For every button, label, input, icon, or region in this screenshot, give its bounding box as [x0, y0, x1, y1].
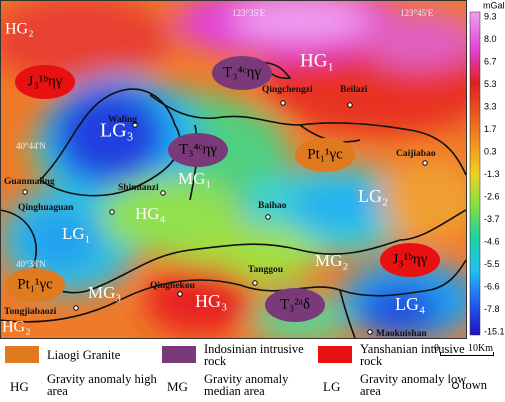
colorbar-tick-label: 6.7 — [484, 56, 497, 66]
region-label: LG₁ — [62, 224, 91, 243]
colorbar-tick-label: -5.5 — [484, 259, 500, 269]
legend-label: Gravity anomaly low area — [360, 372, 467, 398]
colorbar-unit: mGal — [483, 0, 505, 10]
colorbar-tick-label: 1.7 — [484, 124, 497, 134]
town-marker — [132, 122, 138, 128]
colorbar-tick-label: -15.1 — [484, 326, 505, 336]
scale-label: 10Km — [468, 343, 493, 354]
colorbar-tick-label: 3.3 — [484, 101, 497, 111]
legend-abbr: LG — [323, 379, 341, 394]
town-label: Tanggou — [248, 265, 284, 275]
region-label: MG₂ — [315, 251, 348, 270]
colorbar-tick-label: -6.6 — [484, 281, 500, 291]
rock-label: T₃⁴ᶜηγ — [179, 141, 217, 157]
region-label: HG₂ — [5, 21, 34, 38]
town-label: Waling — [108, 115, 137, 125]
colorbar-tick-label: -1.3 — [484, 169, 500, 179]
legend-label: Liaogi Granite — [47, 348, 121, 362]
colorbar-tick-label: 5.3 — [484, 79, 497, 89]
region-label: HG₂ — [2, 319, 31, 336]
rock-label: Pt₁¹γc — [307, 146, 343, 162]
legend-town-marker — [452, 382, 459, 389]
colorbar — [469, 11, 481, 336]
colorbar-tick-label: 0.3 — [484, 146, 497, 156]
colorbar-tick-label: -7.8 — [484, 304, 500, 314]
town-label: Guanmaling — [4, 177, 55, 187]
town-marker — [73, 305, 79, 311]
colorbar-tick-label: 9.3 — [484, 11, 497, 21]
scale-bar — [440, 352, 494, 356]
rock-label: J₃¹ᵇηγ — [393, 251, 428, 267]
legend-abbr: MG — [167, 379, 188, 394]
region-label: MG₃ — [88, 283, 121, 302]
town-marker — [252, 280, 258, 286]
town-label: Qinghekou — [150, 281, 196, 291]
legend-label: Yanshanian intrusive rock — [360, 342, 465, 368]
town-marker — [109, 209, 115, 215]
coordinate-label: 40°44'N — [16, 141, 46, 151]
coordinate-label: 40°38'N — [16, 259, 46, 269]
legend-label: Gravity anomaly median area — [204, 372, 289, 398]
town-label: Maokuishan — [376, 329, 427, 339]
region-label: MG₁ — [178, 169, 211, 188]
town-marker — [280, 100, 286, 106]
legend-label: Indosinian intrusive rock — [204, 342, 304, 368]
scale-label: 0 — [434, 343, 439, 354]
coordinate-label: 123°45'E — [400, 8, 434, 18]
town-marker — [160, 190, 166, 196]
colorbar-tick-label: -3.7 — [484, 214, 500, 224]
region-label: HG₃ — [195, 291, 227, 311]
coordinate-label: 123°35'E — [232, 8, 266, 18]
region-label: LG₃ — [100, 120, 134, 142]
legend-swatch — [5, 346, 39, 363]
map-frame — [0, 0, 467, 339]
legend-label: Gravity anomaly high area — [47, 372, 157, 398]
colorbar-tick-label: -2.6 — [484, 191, 500, 201]
intrusive-rock — [168, 133, 228, 167]
colorbar-tick-label: -4.6 — [484, 236, 500, 246]
legend-swatch — [162, 346, 196, 363]
town-label: Caijiabao — [396, 149, 436, 159]
rock-label: J₃¹ᵇηγ — [28, 73, 63, 89]
town-marker — [22, 189, 28, 195]
town-label: Beilazi — [340, 85, 368, 95]
town-label: Tongjiabaozi — [4, 307, 57, 317]
intrusive-rock — [265, 288, 325, 322]
town-marker — [177, 291, 183, 297]
town-marker — [367, 329, 373, 335]
region-label: LG₂ — [358, 186, 388, 206]
town-marker — [347, 102, 353, 108]
town-label: Qinghuaguan — [18, 203, 74, 213]
town-label: Baihao — [258, 201, 287, 211]
legend-label: town — [462, 378, 487, 392]
rock-label: T₃⁴ᶜηγ — [223, 64, 261, 80]
intrusive-rock — [15, 65, 75, 99]
legend-abbr: HG — [10, 379, 29, 394]
rock-label: T₃²ᵃδ — [280, 296, 310, 312]
region-label: HG₄ — [135, 204, 166, 223]
intrusive-rock — [380, 243, 440, 277]
town-label: Qingchengzi — [262, 85, 313, 95]
region-label: HG₁ — [300, 50, 334, 71]
town-label: Shimianzi — [118, 183, 159, 193]
region-label: LG₄ — [395, 294, 425, 314]
town-marker — [422, 160, 428, 166]
intrusive-rock — [295, 138, 355, 172]
intrusive-rock — [212, 56, 272, 90]
intrusive-rock — [5, 268, 65, 302]
anomaly-field — [0, 0, 466, 338]
legend-swatch — [318, 346, 352, 363]
rock-label: Pt₁¹γc — [17, 276, 53, 292]
town-marker — [265, 214, 271, 220]
colorbar-tick-label: 8.0 — [484, 34, 497, 44]
